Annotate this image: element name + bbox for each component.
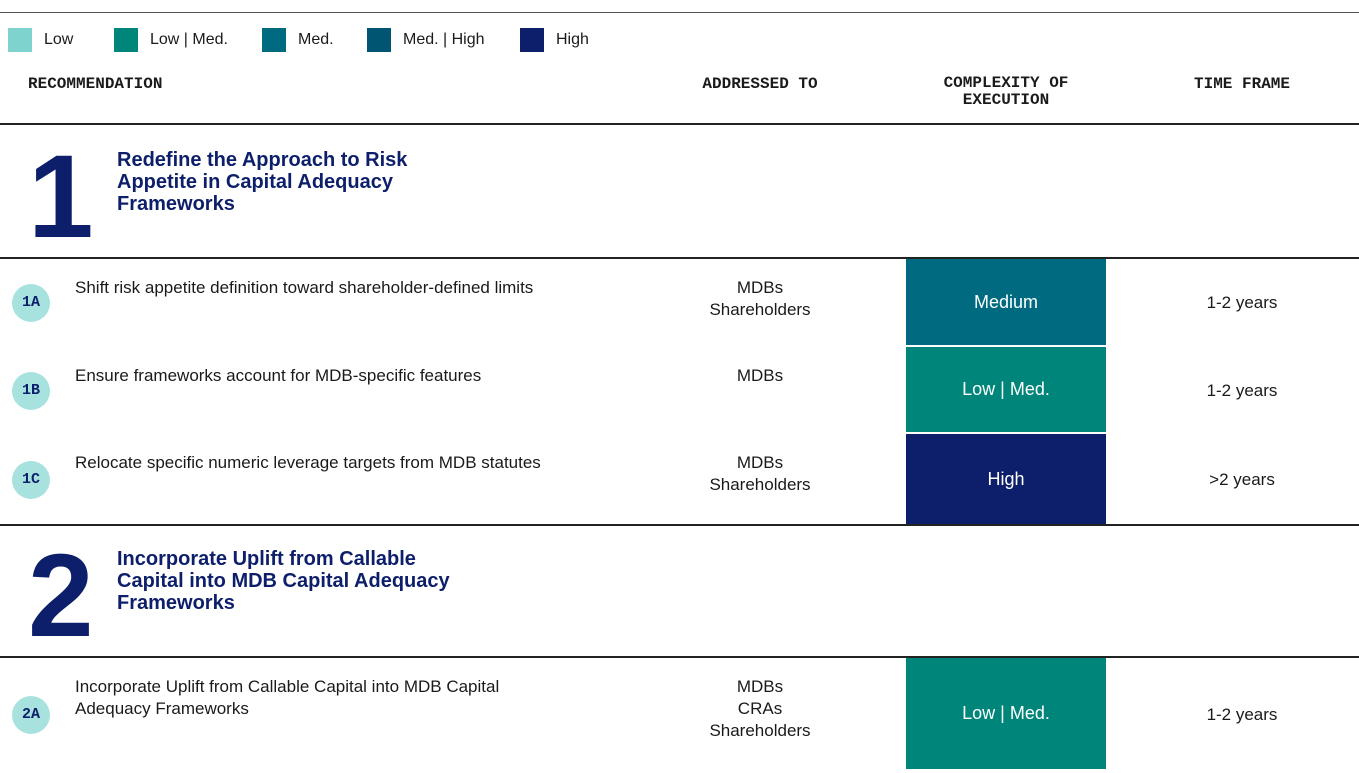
section-rule <box>0 257 1359 259</box>
legend-label: Low <box>44 31 74 48</box>
addressed-to: MDBs <box>736 677 784 696</box>
time-frame: 1-2 years <box>1206 704 1278 724</box>
section-number: 2 <box>28 530 94 662</box>
recommendation-text: Shift risk appetite definition toward sh… <box>75 278 534 297</box>
top-rule <box>0 12 1359 13</box>
complexity-cell: High <box>906 434 1106 524</box>
addressed-to: MDBs <box>736 453 784 472</box>
complexity-cell: Low | Med. <box>906 658 1106 769</box>
section-number: 1 <box>28 131 94 263</box>
time-frame: 1-2 years <box>1206 380 1278 400</box>
recommendation-text: Relocate specific numeric leverage targe… <box>75 453 541 472</box>
legend-label: High <box>556 31 589 48</box>
addressed-to: Shareholders <box>709 300 811 319</box>
recommendation-text: Ensure frameworks account for MDB-specif… <box>75 366 482 385</box>
section-title: Redefine the Approach to Risk Appetite i… <box>117 149 408 215</box>
addressed-to: Shareholders <box>709 721 811 740</box>
column-header: RECOMMENDATION <box>28 75 163 93</box>
column-header: ADDRESSED TO <box>702 75 818 93</box>
legend-label: Med. <box>298 31 334 48</box>
column-header: COMPLEXITY OF EXECUTION <box>943 74 1069 109</box>
header-rule <box>0 123 1359 125</box>
addressed-to: CRAs <box>737 699 783 718</box>
complexity-label: High <box>987 468 1025 489</box>
legend-swatch <box>520 28 544 52</box>
legend-swatch <box>367 28 391 52</box>
complexity-label: Medium <box>973 291 1039 312</box>
complexity-label: Low | Med. <box>962 379 1050 399</box>
legend-swatch <box>8 28 32 52</box>
legend-swatch <box>262 28 286 52</box>
recommendation-text: Incorporate Uplift from Callable Capital… <box>75 677 500 718</box>
row-badge: 1B <box>12 371 50 410</box>
addressed-to: MDBs <box>736 366 784 385</box>
row-badge: 2A <box>12 695 50 734</box>
complexity-cell: Medium <box>906 259 1106 345</box>
complexity-cell: Low | Med. <box>906 347 1106 432</box>
row-badge: 1A <box>12 284 50 322</box>
column-header: TIME FRAME <box>1193 75 1290 93</box>
addressed-to: Shareholders <box>709 475 811 494</box>
time-frame: >2 years <box>1209 470 1275 489</box>
time-frame: 1-2 years <box>1206 293 1278 312</box>
addressed-to: MDBs <box>736 278 784 297</box>
complexity-label: Low | Med. <box>962 703 1050 723</box>
section-rule <box>0 656 1359 658</box>
legend-label: Low | Med. <box>150 31 228 48</box>
row-badge: 1C <box>12 461 50 499</box>
legend-label: Med. | High <box>403 31 485 48</box>
section-title: Incorporate Uplift from Callable Capital… <box>117 548 450 614</box>
section-end-rule <box>0 524 1359 526</box>
legend-swatch <box>114 28 138 52</box>
